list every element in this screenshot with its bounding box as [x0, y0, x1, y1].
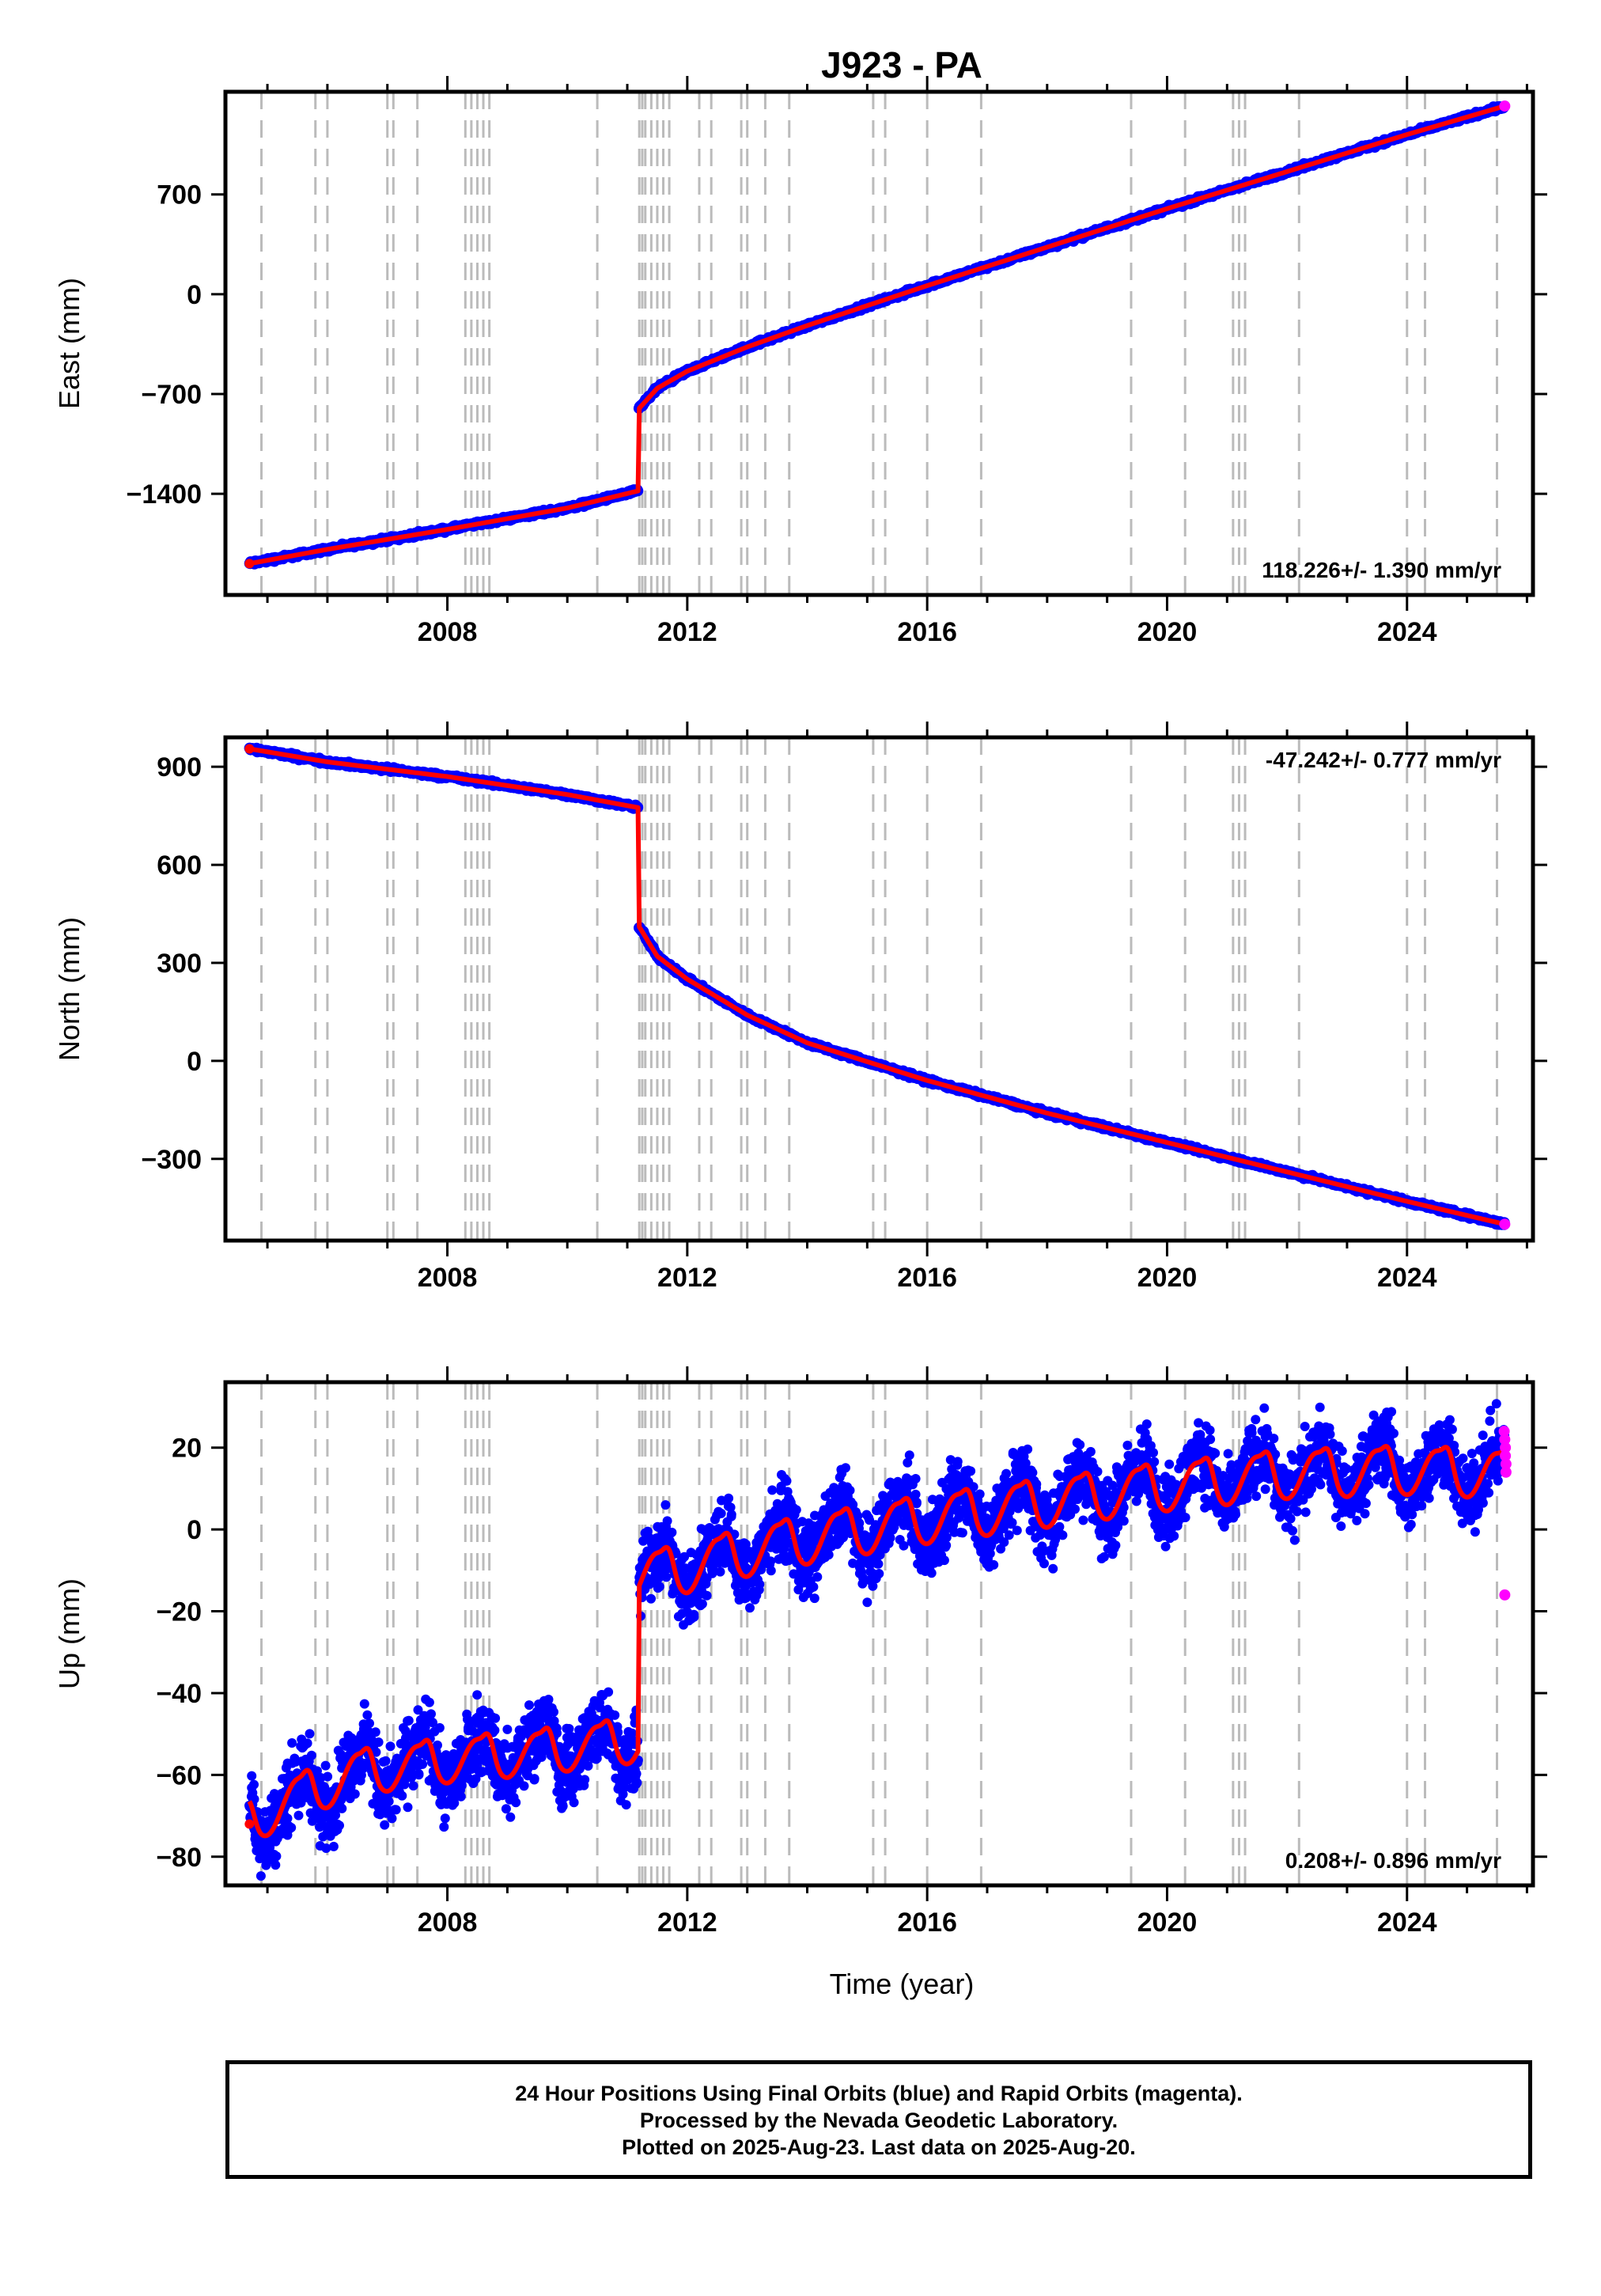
data-point	[403, 1715, 414, 1726]
data-point	[385, 1741, 396, 1752]
data-point	[414, 1769, 424, 1779]
panel-frame-east	[223, 89, 1535, 597]
data-point	[320, 1760, 331, 1771]
y-tick-label: 0	[187, 1047, 202, 1077]
data-point	[456, 1791, 466, 1802]
x-tick-label: 2008	[418, 1263, 478, 1293]
y-tick-label: 600	[157, 851, 202, 881]
data-point	[397, 1790, 407, 1801]
data-point	[408, 1781, 418, 1791]
y-axis-label-north: North (mm)	[53, 917, 85, 1061]
y-tick-label: 900	[157, 752, 202, 782]
data-point	[335, 1821, 344, 1831]
y-tick-label: −700	[141, 380, 202, 410]
data-point	[350, 1789, 360, 1799]
data-point	[387, 1813, 397, 1824]
plot-area-up	[244, 1382, 1510, 1885]
final-orbit-points-up	[244, 1399, 1510, 1881]
data-point	[440, 1813, 450, 1824]
data-point	[418, 1759, 428, 1769]
data-point	[439, 1822, 449, 1832]
y-tick-label: 700	[157, 180, 202, 210]
data-point	[323, 1771, 333, 1782]
plot-area-north	[244, 737, 1510, 1241]
data-point	[403, 1802, 413, 1813]
data-point	[255, 1871, 266, 1881]
data-point	[426, 1709, 436, 1719]
data-point	[380, 1756, 391, 1766]
data-point	[424, 1697, 434, 1707]
y-tick-label: 0	[187, 280, 202, 310]
final-orbit-points-north	[244, 742, 1510, 1230]
data-point	[271, 1851, 282, 1862]
panel-north: 2008 2012 2016 2020 2024 −300 0 300 600 900 North …	[53, 722, 1547, 1293]
data-point	[359, 1699, 369, 1709]
data-point	[370, 1727, 380, 1737]
panels-group: 2008 2012 2016 2020 2024 −1400 −700 0 700 East (m…	[53, 76, 1547, 1938]
data-point	[365, 1718, 374, 1729]
data-point	[384, 1796, 394, 1806]
model-start-point	[244, 559, 255, 569]
rate-label-north: -47.242+/- 0.777 mm/yr	[1266, 748, 1501, 772]
final-orbit-points-east	[244, 100, 1510, 570]
data-point	[391, 1805, 401, 1815]
data-point	[287, 1738, 297, 1748]
x-tick-label: 2024	[1377, 1263, 1437, 1293]
data-point	[373, 1737, 384, 1747]
data-point	[328, 1841, 339, 1851]
x-tick-label: 2016	[897, 1263, 957, 1293]
data-point	[434, 1722, 445, 1733]
data-point	[249, 1779, 259, 1790]
chart-title: J923 - PA	[821, 44, 982, 85]
data-point	[247, 1771, 257, 1781]
x-tick-label: 2012	[657, 617, 717, 647]
data-point	[472, 1690, 483, 1700]
x-tick-label: 2012	[657, 1263, 717, 1293]
data-point	[337, 1803, 347, 1813]
y-tick-label: −300	[141, 1145, 202, 1175]
data-point	[433, 1740, 442, 1750]
x-tick-label: 2020	[1137, 617, 1198, 647]
data-point	[362, 1710, 373, 1720]
data-point	[305, 1729, 315, 1739]
y-tick-label: 300	[157, 949, 202, 979]
y-tick-label: −1400	[127, 479, 202, 510]
rapid-orbit-point	[1499, 100, 1511, 112]
rapid-orbit-point	[1499, 1218, 1511, 1230]
model-start-point	[244, 744, 255, 754]
model-line-east	[248, 104, 1507, 566]
data-point	[306, 1750, 316, 1760]
data-point	[380, 1820, 390, 1830]
panel-east: 2008 2012 2016 2020 2024 −1400 −700 0 700 East (m…	[53, 76, 1547, 647]
x-tick-label: 2020	[1137, 1263, 1198, 1293]
y-axis-label-east: East (mm)	[53, 278, 85, 409]
rate-label-east: 118.226+/- 1.390 mm/yr	[1262, 558, 1501, 582]
data-point	[271, 1860, 281, 1870]
data-point	[286, 1823, 297, 1832]
x-tick-label: 2016	[897, 617, 957, 647]
model-line-north	[248, 746, 1507, 1227]
data-point	[293, 1810, 304, 1821]
plot-area-east	[244, 92, 1510, 595]
x-tick-label: 2008	[418, 617, 478, 647]
x-tick-label: 2024	[1377, 617, 1437, 647]
panel-frame-north	[223, 735, 1535, 1243]
data-point	[302, 1738, 312, 1749]
